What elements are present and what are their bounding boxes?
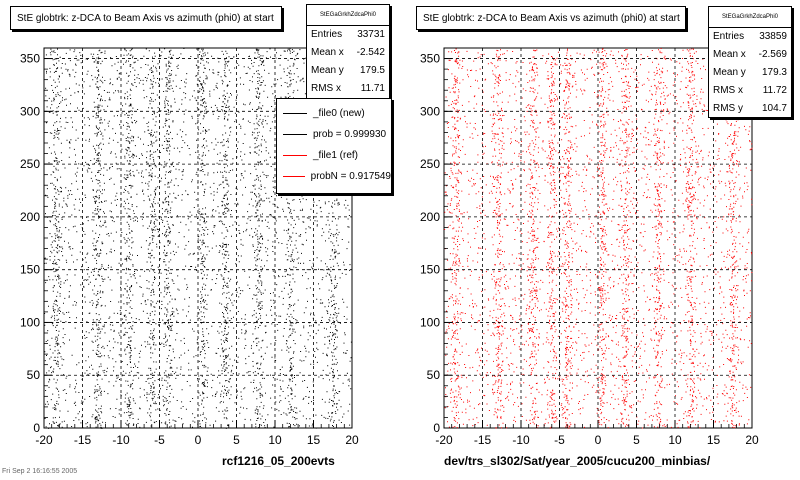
y-tick-label: 200 (20, 210, 40, 224)
legend-item: _file1 (ref) (277, 145, 391, 166)
x-tick-label: -15 (74, 433, 92, 447)
y-tick-label: 0 (33, 421, 40, 435)
y-tick-label: 350 (20, 52, 40, 66)
left-stats-row: RMS x 11.71 (311, 83, 385, 94)
y-tick-label: 250 (420, 157, 440, 171)
y-tick-label: 250 (20, 157, 40, 171)
right-chart-title: StE globtrk: z-DCA to Beam Axis vs azimu… (416, 6, 686, 30)
right-stats-header: StEGaGrkhZdcaPhi0 (709, 7, 791, 28)
y-tick-label: 100 (20, 315, 40, 329)
right-stats-row: Mean x -2.569 (713, 49, 787, 60)
legend-item: prob = 0.999930 (277, 124, 391, 145)
legend-swatch (283, 176, 305, 177)
right-chart-panel: -20 -15 -10 -5 0 5 10 15 20 0 50 100 150 200 250 300 350… (400, 0, 800, 480)
y-tick-label: 100 (420, 315, 440, 329)
y-tick-label: 0 (433, 421, 440, 435)
legend-swatch (283, 113, 307, 114)
y-tick-label: 50 (27, 368, 41, 382)
legend-item: probN = 0.917549 (277, 166, 391, 187)
y-tick-label: 150 (420, 263, 440, 277)
y-tick-label: 300 (20, 104, 40, 118)
x-tick-label: -5 (154, 433, 165, 447)
left-stats-row: Mean x -2.542 (311, 47, 385, 58)
timestamp-footer: Fri Sep 2 16:16:55 2005 (2, 468, 78, 475)
x-tick-label: 0 (595, 433, 602, 447)
y-tick-label: 150 (20, 263, 40, 277)
legend-box: _file0 (new) prob = 0.999930 _file1 (ref… (276, 98, 392, 194)
left-chart-title: StE globtrk: z-DCA to Beam Axis vs azimu… (10, 6, 282, 30)
x-tick-label: 20 (745, 433, 759, 447)
right-stats-row: Mean y 179.3 (713, 67, 787, 78)
right-stats-box: StEGaGrkhZdcaPhi0 Entries 33859 Mean x -2.… (708, 6, 792, 118)
x-tick-label: 15 (707, 433, 721, 447)
left-stats-row: Mean y 179.5 (311, 65, 385, 76)
right-stats-row: RMS y 104.7 (713, 103, 787, 114)
plot-frame (443, 47, 753, 429)
right-x-axis-label: dev/trs_sl302/Sat/year_2005/cucu200_minb… (444, 454, 711, 468)
left-chart-panel: -20 -15 -10 -5 0 5 10 15 20 0 50 100 150 200 250 300 350… (2, 4, 392, 475)
x-tick-label: -10 (112, 433, 130, 447)
x-tick-label: -10 (512, 433, 530, 447)
x-tick-label: 5 (633, 433, 640, 447)
x-tick-label: -20 (35, 433, 53, 447)
y-tick-label: 300 (420, 104, 440, 118)
y-tick-label: 50 (427, 368, 441, 382)
right-stats-row: Entries 33859 (713, 31, 787, 42)
left-x-axis-label: rcf1216_05_200evts (222, 454, 335, 468)
left-stats-header: StEGaGrkhZdcaPhi0 (307, 5, 389, 26)
x-tick-label: 10 (268, 433, 282, 447)
x-tick-label: 15 (307, 433, 321, 447)
legend-swatch (283, 134, 307, 135)
x-tick-label: -20 (435, 433, 453, 447)
x-tick-label: 10 (668, 433, 682, 447)
x-tick-label: 0 (195, 433, 202, 447)
y-tick-label: 200 (420, 210, 440, 224)
x-tick-label: -15 (474, 433, 492, 447)
x-tick-label: 20 (345, 433, 359, 447)
x-tick-label: -5 (554, 433, 565, 447)
right-stats-row: RMS x 11.72 (713, 85, 787, 96)
legend-item: _file0 (new) (277, 103, 391, 124)
y-tick-label: 350 (420, 52, 440, 66)
legend-swatch (283, 155, 307, 156)
left-stats-box: StEGaGrkhZdcaPhi0 Entries 33731 Mean x -2.… (306, 4, 390, 100)
left-stats-row: Entries 33731 (311, 29, 385, 40)
x-tick-label: 5 (233, 433, 240, 447)
